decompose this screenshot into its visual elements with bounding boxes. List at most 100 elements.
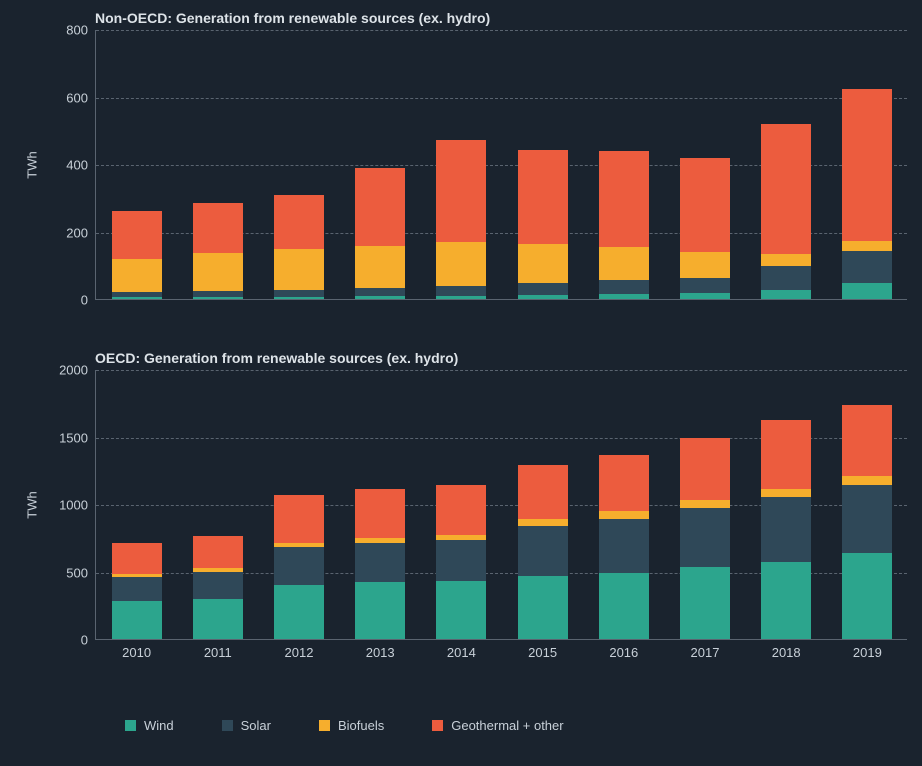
- bar-segment-solar: [436, 286, 486, 296]
- x-tick-label: 2010: [122, 639, 151, 660]
- bar-segment-bio: [761, 254, 811, 266]
- bar-segment-solar: [112, 577, 162, 601]
- bar-segment-geo_other: [761, 124, 811, 254]
- plot-area-oecd: TWh 050010001500200020102011201220132014…: [95, 370, 907, 640]
- legend-item-solar: Solar: [222, 718, 271, 733]
- y-tick-label: 0: [81, 293, 96, 308]
- bar-segment-bio: [842, 241, 892, 251]
- y-axis-label: TWh: [25, 151, 40, 178]
- bar-segment-solar: [193, 572, 243, 599]
- bar-segment-geo_other: [436, 485, 486, 535]
- bar-segment-geo_other: [842, 405, 892, 475]
- bar-segment-solar: [355, 288, 405, 296]
- bar-group: [112, 543, 162, 639]
- bar-group: [274, 195, 324, 299]
- bar-segment-geo_other: [274, 195, 324, 249]
- bar-segment-bio: [112, 259, 162, 293]
- bar-segment-bio: [355, 246, 405, 288]
- bar-group: [193, 536, 243, 639]
- y-tick-label: 600: [66, 90, 96, 105]
- bar-segment-geo_other: [761, 420, 811, 489]
- bar-segment-geo_other: [355, 168, 405, 246]
- legend-item-bio: Biofuels: [319, 718, 384, 733]
- legend-swatch: [319, 720, 330, 731]
- bar-segment-wind: [842, 283, 892, 299]
- legend-swatch: [222, 720, 233, 731]
- bar-segment-wind: [355, 296, 405, 299]
- bar-segment-wind: [680, 293, 730, 299]
- bar-segment-bio: [842, 476, 892, 485]
- bar-segment-solar: [842, 251, 892, 283]
- bar-segment-wind: [761, 290, 811, 299]
- bar-segment-wind: [436, 581, 486, 639]
- bar-group: [436, 140, 486, 299]
- x-tick-label: 2013: [366, 639, 395, 660]
- bar-segment-bio: [761, 489, 811, 498]
- x-tick-label: 2011: [204, 639, 232, 660]
- bar-segment-solar: [436, 540, 486, 581]
- bar-segment-geo_other: [599, 151, 649, 247]
- bar-segment-solar: [599, 280, 649, 294]
- bar-group: [761, 124, 811, 299]
- bar-segment-geo_other: [355, 489, 405, 538]
- bar-segment-solar: [274, 547, 324, 585]
- bar-segment-geo_other: [112, 211, 162, 258]
- legend-label: Wind: [144, 718, 174, 733]
- bar-segment-geo_other: [112, 543, 162, 574]
- bar-segment-solar: [274, 290, 324, 297]
- bar-segment-wind: [842, 553, 892, 639]
- bar-segment-wind: [761, 562, 811, 639]
- bar-group: [112, 211, 162, 299]
- bar-segment-bio: [518, 244, 568, 283]
- bar-segment-geo_other: [842, 89, 892, 241]
- bar-segment-geo_other: [193, 536, 243, 568]
- bar-segment-solar: [518, 526, 568, 576]
- bar-segment-solar: [193, 291, 243, 298]
- legend-label: Biofuels: [338, 718, 384, 733]
- plot-area-non-oecd: TWh 0200400600800: [95, 30, 907, 300]
- x-tick-label: 2017: [691, 639, 720, 660]
- x-tick-label: 2012: [285, 639, 314, 660]
- bar-segment-wind: [518, 576, 568, 639]
- bar-segment-geo_other: [680, 438, 730, 500]
- bar-segment-geo_other: [274, 495, 324, 544]
- bar-segment-bio: [193, 253, 243, 290]
- bar-group: [274, 495, 324, 639]
- gridline: [96, 30, 907, 31]
- y-tick-label: 0: [81, 633, 96, 648]
- bar-segment-solar: [842, 485, 892, 553]
- bar-segment-bio: [436, 242, 486, 286]
- x-tick-label: 2018: [772, 639, 801, 660]
- bar-segment-geo_other: [518, 150, 568, 245]
- bar-segment-solar: [599, 519, 649, 573]
- bar-group: [599, 151, 649, 300]
- bar-segment-bio: [518, 519, 568, 526]
- y-tick-label: 1500: [59, 430, 96, 445]
- bar-segment-bio: [599, 511, 649, 518]
- legend-swatch: [432, 720, 443, 731]
- bar-segment-wind: [599, 294, 649, 299]
- y-tick-label: 500: [66, 565, 96, 580]
- legend-item-wind: Wind: [125, 718, 174, 733]
- legend-label: Geothermal + other: [451, 718, 563, 733]
- bar-segment-bio: [680, 500, 730, 508]
- bar-group: [842, 89, 892, 299]
- legend-label: Solar: [241, 718, 271, 733]
- bar-segment-geo_other: [518, 465, 568, 519]
- bar-segment-bio: [599, 247, 649, 281]
- bar-group: [193, 203, 243, 299]
- y-tick-label: 2000: [59, 363, 96, 378]
- bar-segment-bio: [274, 249, 324, 290]
- panel-oecd: OECD: Generation from renewable sources …: [95, 350, 907, 640]
- bar-segment-solar: [355, 543, 405, 582]
- x-tick-label: 2019: [853, 639, 882, 660]
- bar-group: [436, 485, 486, 639]
- bar-segment-wind: [355, 582, 405, 639]
- bar-segment-wind: [274, 297, 324, 299]
- bar-group: [761, 420, 811, 639]
- bar-segment-solar: [761, 266, 811, 290]
- bar-segment-solar: [680, 278, 730, 293]
- bar-segment-wind: [599, 573, 649, 639]
- panel-non-oecd: Non-OECD: Generation from renewable sour…: [95, 10, 907, 300]
- legend-swatch: [125, 720, 136, 731]
